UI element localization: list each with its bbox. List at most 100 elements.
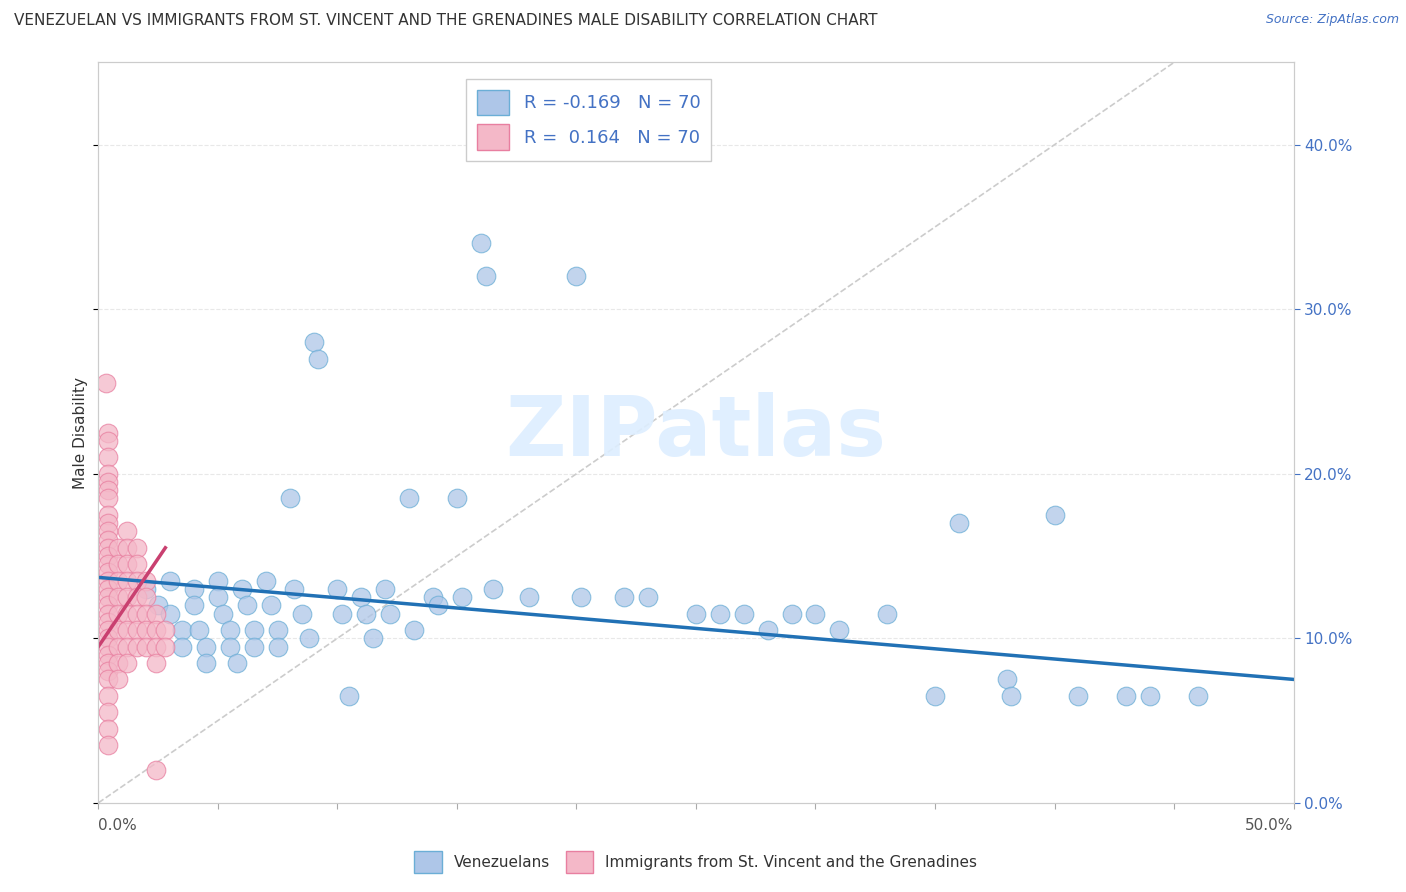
Y-axis label: Male Disability: Male Disability xyxy=(73,376,89,489)
Point xyxy=(302,335,325,350)
Point xyxy=(125,574,148,588)
Point xyxy=(828,623,851,637)
Point xyxy=(219,623,242,637)
Point xyxy=(733,607,755,621)
Point xyxy=(97,574,120,588)
Point xyxy=(107,541,129,555)
Point xyxy=(115,558,138,572)
Point xyxy=(172,623,194,637)
Point xyxy=(155,623,177,637)
Point xyxy=(145,640,167,654)
Point xyxy=(243,640,266,654)
Point xyxy=(115,607,138,621)
Point xyxy=(422,590,444,604)
Text: ZIPatlas: ZIPatlas xyxy=(506,392,886,473)
Point xyxy=(183,599,205,613)
Point xyxy=(97,434,120,448)
Point xyxy=(115,656,138,670)
Point xyxy=(1000,689,1022,703)
Point xyxy=(115,574,138,588)
Point xyxy=(125,623,148,637)
Point xyxy=(107,574,129,588)
Point xyxy=(97,664,120,678)
Point xyxy=(115,623,138,637)
Point xyxy=(267,640,290,654)
Point xyxy=(135,607,157,621)
Point xyxy=(804,607,827,621)
Point xyxy=(924,689,946,703)
Point xyxy=(267,623,290,637)
Point xyxy=(211,607,233,621)
Point xyxy=(97,632,120,646)
Point xyxy=(115,640,138,654)
Point xyxy=(107,590,129,604)
Point xyxy=(254,574,277,588)
Point xyxy=(569,590,592,604)
Point xyxy=(183,582,205,596)
Point xyxy=(398,491,420,506)
Point xyxy=(135,623,157,637)
Point xyxy=(97,615,120,629)
Point xyxy=(207,574,229,588)
Point xyxy=(94,376,117,391)
Point xyxy=(995,673,1018,687)
Point xyxy=(1139,689,1161,703)
Point xyxy=(97,508,120,522)
Point xyxy=(135,582,157,596)
Point xyxy=(135,574,157,588)
Point xyxy=(107,640,129,654)
Point xyxy=(613,590,636,604)
Point xyxy=(97,549,120,563)
Point xyxy=(685,607,707,621)
Point xyxy=(330,607,353,621)
Point xyxy=(481,582,505,596)
Point xyxy=(97,689,120,703)
Point xyxy=(155,640,177,654)
Point xyxy=(259,599,281,613)
Point xyxy=(402,623,425,637)
Point xyxy=(1115,689,1137,703)
Point xyxy=(374,582,396,596)
Point xyxy=(354,607,377,621)
Legend: Venezuelans, Immigrants from St. Vincent and the Grenadines: Venezuelans, Immigrants from St. Vincent… xyxy=(415,851,977,872)
Point xyxy=(97,450,120,465)
Point xyxy=(97,582,120,596)
Point xyxy=(97,722,120,736)
Point xyxy=(291,607,314,621)
Point xyxy=(97,590,120,604)
Point xyxy=(243,623,266,637)
Point xyxy=(107,558,129,572)
Text: Source: ZipAtlas.com: Source: ZipAtlas.com xyxy=(1265,13,1399,27)
Point xyxy=(135,640,157,654)
Point xyxy=(756,623,779,637)
Point xyxy=(278,491,301,506)
Text: 0.0%: 0.0% xyxy=(98,818,138,832)
Point xyxy=(283,582,305,596)
Point xyxy=(231,582,253,596)
Point xyxy=(135,590,157,604)
Text: VENEZUELAN VS IMMIGRANTS FROM ST. VINCENT AND THE GRENADINES MALE DISABILITY COR: VENEZUELAN VS IMMIGRANTS FROM ST. VINCEN… xyxy=(14,13,877,29)
Point xyxy=(97,738,120,752)
Point xyxy=(876,607,898,621)
Point xyxy=(97,541,120,555)
Point xyxy=(159,607,181,621)
Point xyxy=(378,607,401,621)
Point xyxy=(709,607,731,621)
Point xyxy=(97,706,120,720)
Point xyxy=(235,599,257,613)
Point xyxy=(219,640,242,654)
Point xyxy=(97,491,120,506)
Point xyxy=(145,656,167,670)
Point xyxy=(1067,689,1090,703)
Point xyxy=(474,269,496,284)
Point xyxy=(97,516,120,530)
Point xyxy=(307,351,329,366)
Point xyxy=(195,640,218,654)
Point xyxy=(207,590,229,604)
Point xyxy=(107,673,129,687)
Point xyxy=(125,607,148,621)
Point xyxy=(450,590,472,604)
Point xyxy=(97,607,120,621)
Point xyxy=(517,590,540,604)
Point xyxy=(326,582,349,596)
